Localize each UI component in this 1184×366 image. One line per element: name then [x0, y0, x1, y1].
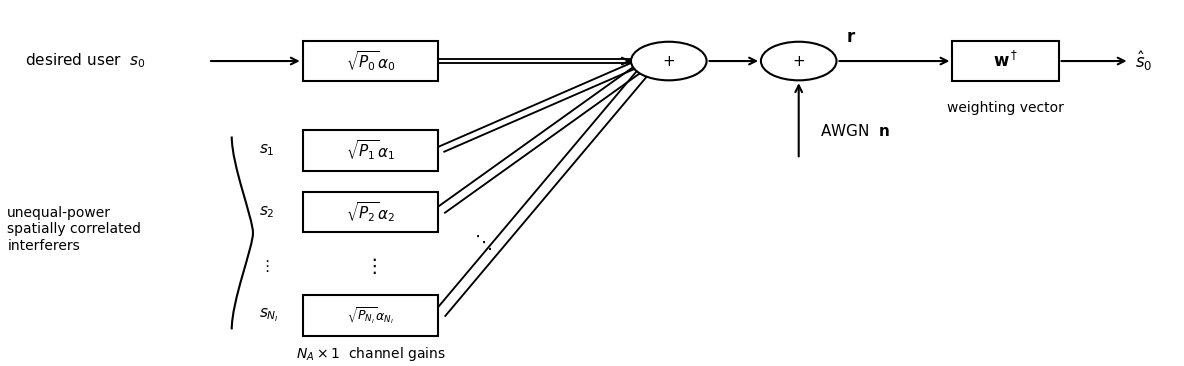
Text: $\sqrt{P_2}\alpha_2$: $\sqrt{P_2}\alpha_2$: [346, 200, 395, 224]
Text: $\sqrt{P_1}\alpha_1$: $\sqrt{P_1}\alpha_1$: [346, 139, 395, 163]
FancyBboxPatch shape: [303, 130, 438, 171]
FancyBboxPatch shape: [303, 41, 438, 81]
Text: $\vdots$: $\vdots$: [259, 258, 269, 274]
Text: $s_2$: $s_2$: [259, 204, 275, 220]
Text: unequal-power
spatially correlated
interferers: unequal-power spatially correlated inter…: [7, 206, 141, 253]
Text: $\sqrt{P_0}\alpha_0$: $\sqrt{P_0}\alpha_0$: [346, 49, 395, 73]
Text: $\ddots$: $\ddots$: [474, 233, 491, 252]
Text: $N_A \times 1$  channel gains: $N_A \times 1$ channel gains: [296, 345, 445, 363]
Text: $\sqrt{P_{N_I}}\alpha_{N_I}$: $\sqrt{P_{N_I}}\alpha_{N_I}$: [347, 305, 394, 326]
FancyBboxPatch shape: [303, 295, 438, 336]
Text: $+$: $+$: [792, 53, 805, 68]
Text: $\mathbf{w}^\dagger$: $\mathbf{w}^\dagger$: [993, 51, 1018, 71]
Text: $s_{N_I}$: $s_{N_I}$: [259, 307, 279, 324]
Ellipse shape: [631, 42, 707, 80]
Text: $\vdots$: $\vdots$: [365, 256, 377, 276]
Text: $\hat{s}_0$: $\hat{s}_0$: [1135, 49, 1153, 73]
Text: weighting vector: weighting vector: [947, 101, 1064, 115]
Text: desired user  $s_0$: desired user $s_0$: [25, 52, 146, 70]
FancyBboxPatch shape: [303, 192, 438, 232]
Text: $+$: $+$: [662, 53, 675, 68]
Ellipse shape: [761, 42, 837, 80]
Text: AWGN  $\mathbf{n}$: AWGN $\mathbf{n}$: [821, 123, 890, 139]
Text: $s_1$: $s_1$: [259, 143, 275, 158]
FancyBboxPatch shape: [952, 41, 1058, 81]
Text: $\mathbf{r}$: $\mathbf{r}$: [845, 28, 856, 46]
